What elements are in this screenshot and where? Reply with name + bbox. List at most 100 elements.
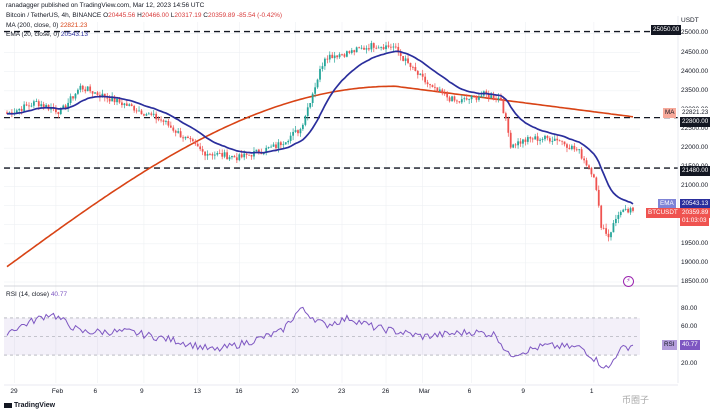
rsi-value-badge: 40.77 — [680, 340, 700, 350]
candle-body — [223, 152, 226, 157]
candle-body — [94, 92, 96, 94]
candle-body — [575, 149, 578, 151]
tradingview-logo-icon — [4, 402, 12, 408]
candle-body — [429, 84, 431, 86]
level-badge-21480: 21480.00 — [680, 166, 711, 176]
candle-body — [377, 47, 380, 49]
candle-body — [360, 47, 363, 49]
candle-body — [167, 120, 170, 126]
candle-body — [77, 89, 79, 94]
candle-body — [536, 136, 539, 141]
candle-body — [341, 54, 343, 56]
low-label: L — [170, 12, 175, 19]
candle-body — [218, 153, 221, 154]
candle-body — [399, 52, 402, 56]
publisher-user[interactable]: ranadagger — [6, 2, 40, 9]
level-badge-top: 25050.00 — [651, 25, 682, 35]
candle-body — [573, 145, 576, 150]
low-value: 20317.19 — [174, 12, 202, 19]
tradingview-logo-text: TradingView — [14, 402, 56, 409]
price-tick-label: 21000.00 — [681, 182, 709, 190]
candle-body — [627, 208, 630, 213]
rsi-pane — [4, 285, 678, 369]
candle-body — [588, 165, 590, 169]
candle-body — [206, 153, 209, 156]
candle-body — [470, 95, 473, 100]
candle-body — [289, 135, 292, 141]
candle-body — [155, 113, 158, 120]
candle-body — [240, 154, 243, 158]
rsi-legend[interactable]: RSI (14, close) 40.77 — [6, 291, 67, 298]
candle-body — [473, 95, 475, 97]
candle-body — [265, 147, 268, 153]
horizontal-levels — [4, 30, 678, 169]
symbol-title[interactable]: Bitcoin / TetherUS, 4h, BINANCE — [6, 12, 102, 19]
candle-body — [152, 113, 155, 115]
chart-events-icon[interactable]: ⚡ — [623, 276, 634, 287]
ema-price-badge: 20543.13 — [680, 199, 711, 209]
candle-body — [101, 93, 104, 98]
time-tick-label: 9 — [139, 388, 144, 395]
candle-body — [529, 137, 532, 139]
candle-body — [451, 96, 453, 102]
candle-body — [492, 95, 495, 100]
candle-body — [35, 101, 38, 103]
time-tick-label: 13 — [193, 388, 201, 395]
candle-body — [441, 89, 444, 94]
candle-body — [487, 94, 490, 99]
candle-body — [40, 104, 43, 107]
candle-body — [191, 139, 194, 142]
candle-body — [138, 110, 140, 112]
candle-body — [57, 112, 60, 114]
price-tick-label: 18500.00 — [681, 278, 709, 285]
candle-body — [277, 142, 280, 149]
candle-body — [512, 144, 515, 148]
rsi-tick-label: 60.00 — [681, 323, 698, 331]
candle-body — [20, 108, 23, 111]
candle-body — [326, 58, 329, 60]
candle-body — [179, 131, 182, 138]
candle-body — [617, 215, 620, 219]
candle-body — [531, 138, 534, 140]
candle-body — [228, 157, 231, 160]
open-label: O — [103, 12, 109, 19]
candle-body — [140, 110, 143, 115]
candle-body — [328, 54, 331, 60]
candle-body — [592, 174, 595, 178]
candle-body — [563, 141, 566, 145]
candle-body — [343, 54, 346, 57]
ma-legend[interactable]: MA (200, close, 0) 22821.23 — [6, 22, 87, 30]
candle-body — [353, 50, 356, 53]
candle-body — [375, 47, 378, 49]
candle-body — [583, 158, 585, 161]
price-tick-label: 24500.00 — [681, 48, 709, 56]
tradingview-logo[interactable]: TradingView — [4, 402, 55, 409]
currency-label: USDT — [681, 17, 699, 24]
candle-body — [345, 51, 348, 57]
candle-body — [275, 144, 277, 149]
candle-body — [539, 139, 541, 141]
candle-body — [426, 82, 429, 85]
candle-body — [607, 233, 610, 238]
candle-body — [106, 97, 109, 99]
candle-body — [243, 153, 246, 158]
close-value: 20359.89 — [207, 12, 236, 19]
candle-body — [150, 113, 153, 115]
candle-body — [162, 120, 165, 122]
candle-body — [514, 144, 517, 146]
candle-body — [165, 120, 167, 122]
candle-body — [86, 86, 89, 92]
candle-body — [226, 152, 228, 160]
candle-body — [59, 108, 62, 114]
candle-body — [365, 48, 368, 50]
price-tick-label: 22500.00 — [681, 125, 709, 133]
rsi-tick-label: 80.00 — [681, 304, 698, 312]
candle-body — [55, 109, 57, 113]
rsi-tick-label: 20.00 — [681, 360, 698, 368]
ema-legend[interactable]: EMA (20, close, 0) 20543.13 — [6, 31, 88, 39]
candle-body — [561, 140, 563, 142]
source-watermark: 币圈子 — [622, 395, 650, 405]
time-tick-label: Feb — [51, 388, 64, 395]
candle-body — [270, 146, 272, 148]
